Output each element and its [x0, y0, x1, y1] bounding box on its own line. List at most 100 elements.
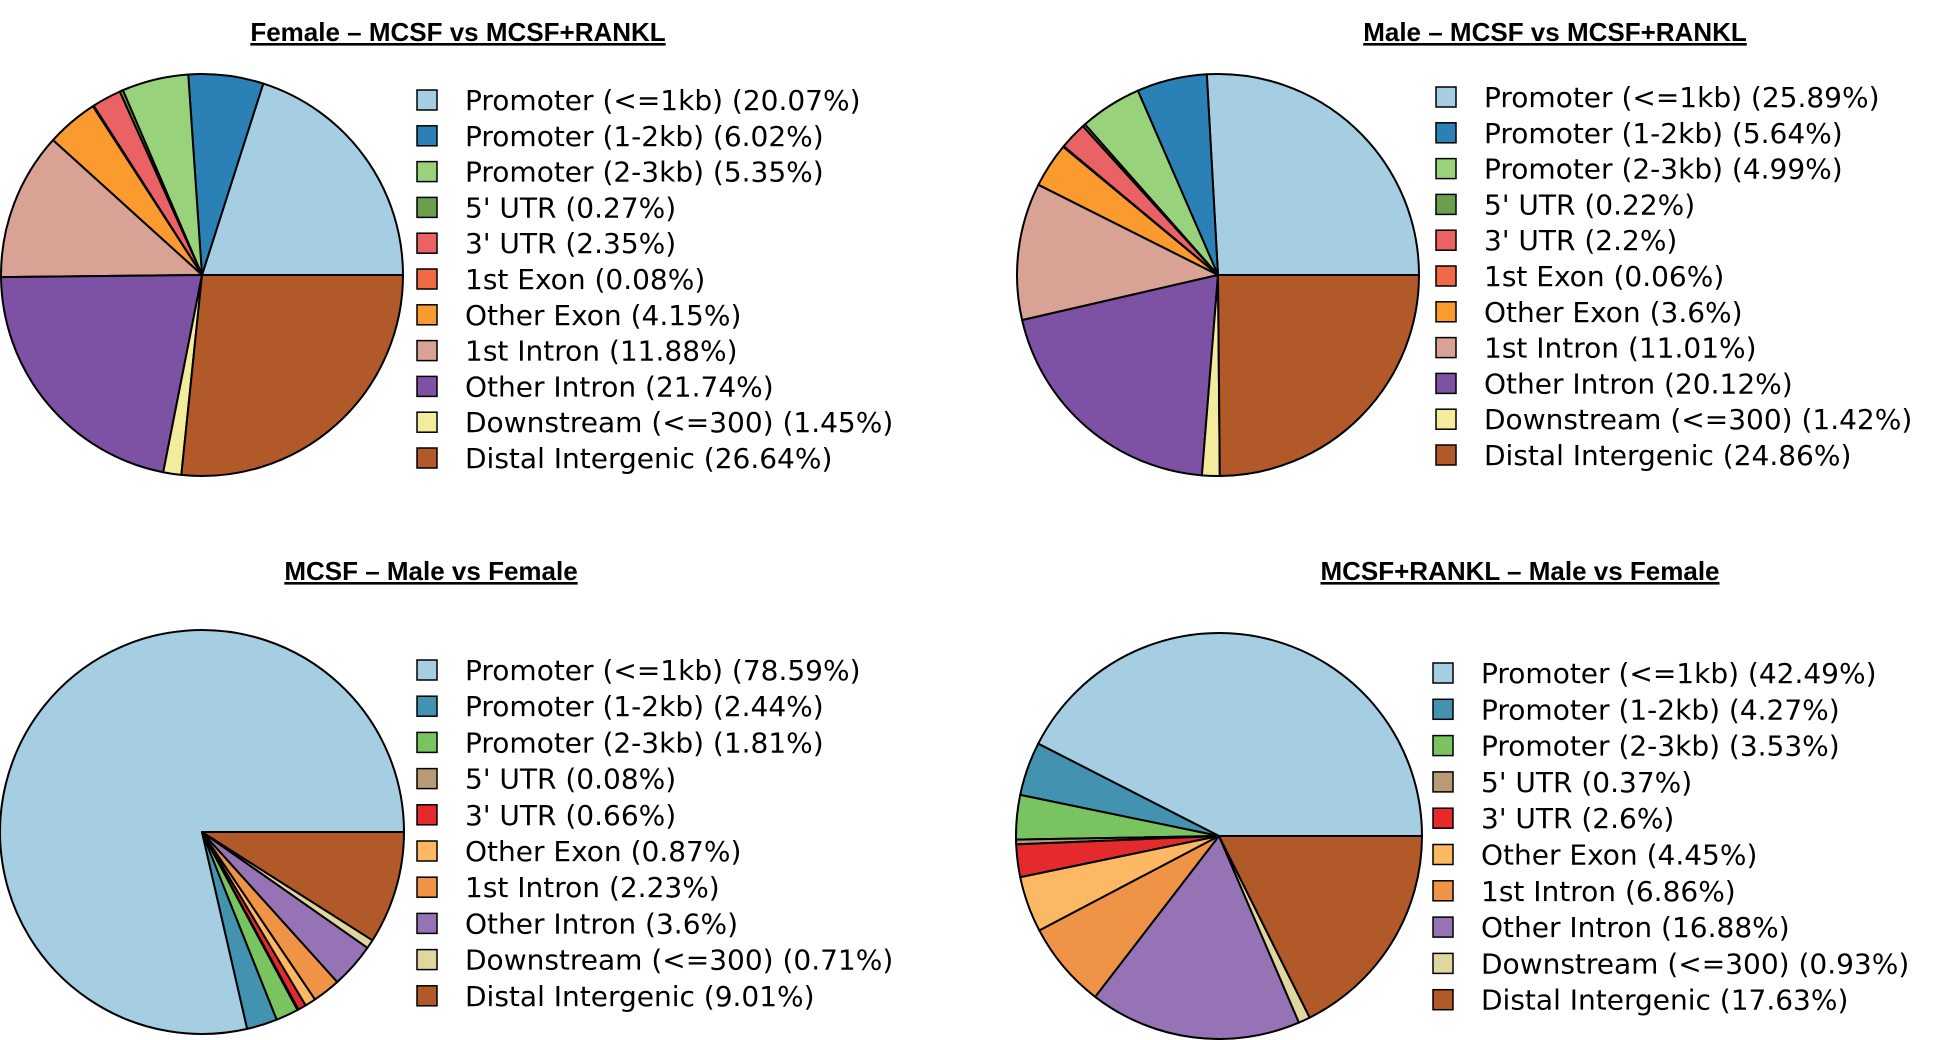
- legend-label-1st-intron: 1st Intron (11.01%): [1484, 332, 1757, 365]
- legend-swatch-downstream-300: [1432, 952, 1454, 975]
- legend-label-1st-intron: 1st Intron (11.88%): [465, 335, 738, 368]
- legend-swatch-3-utr: [416, 232, 438, 254]
- legend-label-promoter-1kb: Promoter (<=1kb) (78.59%): [465, 654, 861, 687]
- pie: [0, 73, 404, 477]
- legend-label-promoter-2-3kb: Promoter (2-3kb) (1.81%): [465, 726, 824, 759]
- legend-label-promoter-1-2kb: Promoter (1-2kb) (5.64%): [1484, 117, 1843, 150]
- legend: Promoter (<=1kb) (25.89%)Promoter (1-2kb…: [1435, 81, 1912, 472]
- chart-panel-mcsf-rankl: MCSF+RANKL – Male vs Female Promoter (<=…: [1015, 556, 1909, 1040]
- legend-swatch-promoter-1-2kb: [1432, 698, 1454, 721]
- legend-label-distal-intergenic: Distal Intergenic (26.64%): [465, 442, 832, 475]
- legend-label-5-utr: 5' UTR (0.37%): [1481, 766, 1692, 799]
- chart-title: MCSF – Male vs Female: [284, 556, 577, 586]
- legend-swatch-1st-intron: [1432, 880, 1454, 902]
- pie-slice-other-intron: [1021, 274, 1219, 477]
- legend-label-other-exon: Other Exon (4.15%): [465, 299, 741, 332]
- legend-label-downstream-300: Downstream (<=300) (1.42%): [1484, 403, 1912, 436]
- legend-swatch-5-utr: [1432, 771, 1454, 793]
- legend-label-1st-exon: 1st Exon (0.08%): [465, 263, 705, 296]
- legend-swatch-distal-intergenic: [416, 447, 438, 469]
- legend-swatch-1st-exon: [1435, 265, 1457, 287]
- legend-swatch-1st-exon: [416, 268, 438, 290]
- legend-swatch-promoter-1kb: [1435, 86, 1457, 108]
- pie-slice-promoter-1kb: [1037, 632, 1423, 837]
- chart-title: Female – MCSF vs MCSF+RANKL: [250, 17, 665, 47]
- legend-label-5-utr: 5' UTR (0.22%): [1484, 188, 1695, 221]
- legend-swatch-promoter-2-3kb: [1432, 734, 1454, 757]
- legend-label-promoter-1kb: Promoter (<=1kb) (25.89%): [1484, 81, 1880, 114]
- legend-label-3-utr: 3' UTR (2.6%): [1481, 802, 1674, 835]
- legend-label-downstream-300: Downstream (<=300) (0.93%): [1481, 947, 1909, 980]
- pie: [1015, 72, 1420, 477]
- legend-swatch-5-utr: [416, 196, 438, 219]
- legend-label-distal-intergenic: Distal Intergenic (17.63%): [1481, 984, 1848, 1017]
- pie-slice-promoter-1kb: [201, 82, 404, 276]
- legend-swatch-1st-intron: [416, 339, 438, 362]
- pie: [1015, 632, 1423, 1040]
- legend-label-downstream-300: Downstream (<=300) (0.71%): [465, 944, 893, 977]
- pie: [0, 628, 405, 1035]
- legend-swatch-3-utr: [1432, 807, 1454, 829]
- legend-swatch-distal-intergenic: [416, 985, 438, 1007]
- legend-label-other-intron: Other Intron (21.74%): [465, 370, 774, 403]
- legend-label-promoter-2-3kb: Promoter (2-3kb) (5.35%): [465, 156, 824, 189]
- pie-slice-1st-intron: [0, 139, 203, 279]
- legend-swatch-other-exon: [1432, 843, 1454, 866]
- pie-slice-other-intron: [0, 274, 203, 474]
- legend-label-1st-intron: 1st Intron (6.86%): [1481, 875, 1736, 908]
- legend-label-promoter-1-2kb: Promoter (1-2kb) (4.27%): [1481, 693, 1840, 726]
- legend-swatch-3-utr: [416, 804, 438, 826]
- legend-swatch-promoter-1-2kb: [416, 695, 438, 717]
- legend-swatch-downstream-300: [416, 411, 438, 433]
- legend-label-other-intron: Other Intron (3.6%): [465, 907, 738, 940]
- pie-slice-distal-intergenic: [1217, 274, 1420, 477]
- legend-swatch-distal-intergenic: [1432, 988, 1454, 1011]
- chart-panel-male: Male – MCSF vs MCSF+RANKL Promoter (<=1k…: [1015, 17, 1912, 477]
- pie-slice-distal-intergenic: [180, 274, 404, 477]
- legend-label-3-utr: 3' UTR (0.66%): [465, 799, 676, 832]
- legend-swatch-promoter-1kb: [416, 659, 438, 681]
- legend-swatch-promoter-2-3kb: [1435, 157, 1457, 180]
- legend-swatch-other-intron: [1432, 916, 1454, 938]
- legend-swatch-other-intron: [416, 912, 438, 935]
- legend-label-promoter-2-3kb: Promoter (2-3kb) (3.53%): [1481, 730, 1840, 763]
- legend-swatch-downstream-300: [1435, 408, 1457, 430]
- pie-slice-promoter-1kb: [1205, 72, 1420, 276]
- chart-panel-mcsf: MCSF – Male vs Female Promoter (<=1kb) (…: [0, 556, 893, 1035]
- legend-label-3-utr: 3' UTR (2.2%): [1484, 224, 1677, 257]
- legend-swatch-1st-intron: [416, 876, 438, 898]
- legend-swatch-distal-intergenic: [1435, 444, 1457, 466]
- legend-swatch-downstream-300: [416, 948, 438, 971]
- pie-slice-distal-intergenic: [201, 831, 405, 942]
- legend-label-distal-intergenic: Distal Intergenic (24.86%): [1484, 439, 1851, 472]
- legend: Promoter (<=1kb) (20.07%)Promoter (1-2kb…: [416, 84, 893, 475]
- legend-label-promoter-1kb: Promoter (<=1kb) (42.49%): [1481, 657, 1877, 690]
- legend-label-1st-intron: 1st Intron (2.23%): [465, 871, 720, 904]
- chart-title: MCSF+RANKL – Male vs Female: [1320, 556, 1719, 586]
- legend-label-other-intron: Other Intron (20.12%): [1484, 367, 1793, 400]
- legend-swatch-1st-intron: [1435, 336, 1457, 359]
- legend-swatch-promoter-2-3kb: [416, 731, 438, 754]
- legend-swatch-other-intron: [1435, 372, 1457, 395]
- legend-label-other-exon: Other Exon (0.87%): [465, 835, 741, 868]
- legend-swatch-promoter-1kb: [1432, 662, 1454, 684]
- legend-label-other-exon: Other Exon (3.6%): [1484, 296, 1743, 329]
- legend-label-distal-intergenic: Distal Intergenic (9.01%): [465, 980, 815, 1013]
- pie-slice-distal-intergenic: [1218, 835, 1423, 1019]
- legend-label-promoter-2-3kb: Promoter (2-3kb) (4.99%): [1484, 153, 1843, 186]
- legend-label-other-intron: Other Intron (16.88%): [1481, 911, 1790, 944]
- legend-swatch-other-exon: [1435, 301, 1457, 323]
- chart-panel-female: Female – MCSF vs MCSF+RANKL Promoter (<=…: [0, 17, 893, 477]
- legend-label-1st-exon: 1st Exon (0.06%): [1484, 260, 1724, 293]
- legend-swatch-other-intron: [416, 375, 438, 398]
- legend: Promoter (<=1kb) (42.49%)Promoter (1-2kb…: [1432, 657, 1909, 1017]
- legend-label-promoter-1-2kb: Promoter (1-2kb) (6.02%): [465, 120, 824, 153]
- legend-label-3-utr: 3' UTR (2.35%): [465, 227, 676, 260]
- legend-swatch-other-exon: [416, 840, 438, 862]
- chart-title: Male – MCSF vs MCSF+RANKL: [1363, 17, 1747, 47]
- legend-swatch-5-utr: [416, 767, 438, 790]
- legend-swatch-promoter-1-2kb: [416, 125, 438, 147]
- legend-swatch-3-utr: [1435, 229, 1457, 251]
- legend-swatch-other-exon: [416, 304, 438, 326]
